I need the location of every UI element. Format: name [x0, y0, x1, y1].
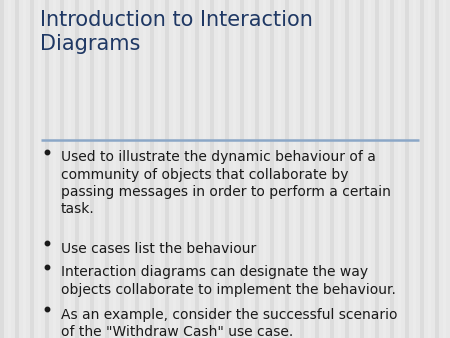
Bar — [292, 0, 296, 338]
Bar — [420, 0, 424, 338]
Bar — [15, 0, 19, 338]
Bar — [323, 0, 326, 338]
Bar — [345, 0, 349, 338]
Bar — [397, 0, 401, 338]
Bar — [435, 0, 439, 338]
Bar — [278, 0, 281, 338]
Bar — [240, 0, 244, 338]
Bar — [442, 0, 446, 338]
Bar — [112, 0, 116, 338]
Bar — [68, 0, 71, 338]
Bar — [360, 0, 364, 338]
Bar — [225, 0, 229, 338]
Bar — [90, 0, 94, 338]
Bar — [22, 0, 26, 338]
Bar — [37, 0, 41, 338]
Bar — [127, 0, 131, 338]
Bar — [248, 0, 251, 338]
Text: Introduction to Interaction
Diagrams: Introduction to Interaction Diagrams — [40, 10, 313, 54]
Bar — [375, 0, 379, 338]
Text: Interaction diagrams can designate the way
objects collaborate to implement the : Interaction diagrams can designate the w… — [61, 265, 396, 297]
Bar — [195, 0, 199, 338]
Bar — [0, 0, 4, 338]
Bar — [255, 0, 259, 338]
Bar — [210, 0, 214, 338]
Bar — [405, 0, 409, 338]
Bar — [338, 0, 341, 338]
Text: As an example, consider the successful scenario
of the "Withdraw Cash" use case.: As an example, consider the successful s… — [61, 308, 397, 338]
Bar — [158, 0, 161, 338]
Text: Used to illustrate the dynamic behaviour of a
community of objects that collabor: Used to illustrate the dynamic behaviour… — [61, 150, 391, 216]
Bar — [315, 0, 319, 338]
Bar — [390, 0, 394, 338]
Bar — [233, 0, 236, 338]
Bar — [105, 0, 109, 338]
Text: Use cases list the behaviour: Use cases list the behaviour — [61, 242, 256, 256]
Bar — [98, 0, 101, 338]
Bar — [413, 0, 416, 338]
Bar — [165, 0, 169, 338]
Bar — [150, 0, 154, 338]
Bar — [180, 0, 184, 338]
Bar — [30, 0, 34, 338]
Bar — [188, 0, 191, 338]
Bar — [172, 0, 176, 338]
Bar — [135, 0, 139, 338]
Bar — [330, 0, 334, 338]
Bar — [368, 0, 371, 338]
Bar — [428, 0, 431, 338]
Bar — [75, 0, 79, 338]
Bar — [270, 0, 274, 338]
Bar — [53, 0, 56, 338]
Bar — [307, 0, 311, 338]
Bar — [352, 0, 356, 338]
Bar — [45, 0, 49, 338]
Bar — [202, 0, 206, 338]
Bar — [217, 0, 221, 338]
Bar — [262, 0, 266, 338]
Bar — [300, 0, 304, 338]
Bar — [285, 0, 289, 338]
Bar — [382, 0, 386, 338]
Bar — [120, 0, 124, 338]
Bar — [8, 0, 11, 338]
Bar — [143, 0, 146, 338]
Bar — [82, 0, 86, 338]
Bar — [60, 0, 64, 338]
